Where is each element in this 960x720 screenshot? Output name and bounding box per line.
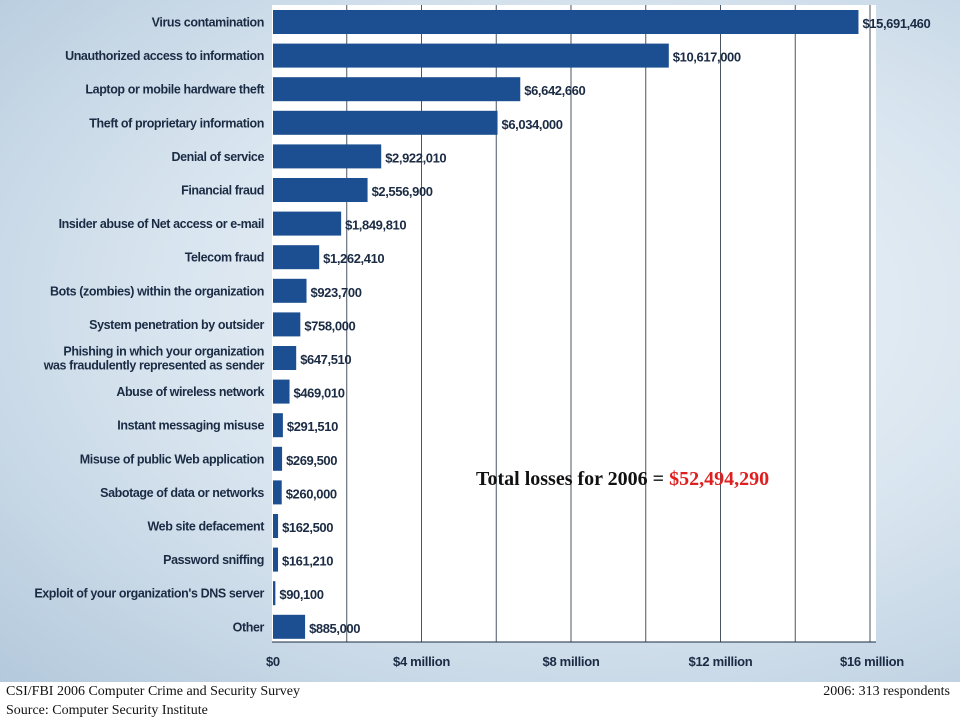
bar [273, 312, 301, 337]
category-label: Exploit of your organization's DNS serve… [34, 587, 264, 601]
category-label: System penetration by outsider [89, 318, 264, 332]
total-losses-annotation: Total losses for 2006 = $52,494,290 [476, 468, 769, 491]
value-label: $1,262,410 [323, 251, 384, 266]
category-label: Abuse of wireless network [116, 385, 264, 399]
value-label: $758,000 [304, 318, 355, 333]
bar [273, 245, 320, 270]
value-label: $260,000 [286, 486, 337, 501]
bar [273, 446, 283, 471]
value-label: $885,000 [309, 621, 360, 636]
total-losses-value: $52,494,290 [669, 468, 770, 490]
category-label: Telecom fraud [185, 251, 264, 265]
value-label: $1,849,810 [345, 218, 406, 233]
bar [273, 278, 307, 303]
category-label: Instant messaging misuse [117, 419, 264, 433]
total-losses-prefix: Total losses for 2006 = [476, 468, 670, 490]
value-label: $161,210 [282, 554, 333, 569]
bar [273, 77, 521, 102]
bar [273, 144, 382, 169]
x-tick-label: $12 million [689, 654, 753, 669]
bar [273, 581, 276, 606]
category-label: Laptop or mobile hardware theft [85, 83, 265, 97]
category-label: Sabotage of data or networks [100, 486, 264, 500]
value-label: $6,642,660 [524, 83, 585, 98]
x-tick-label: $8 million [543, 654, 600, 669]
value-label: $15,691,460 [862, 16, 930, 31]
bar [273, 346, 297, 370]
value-label: $647,510 [300, 352, 351, 367]
category-label: Web site defacement [147, 520, 265, 534]
respondents-count: 2006: 313 respondents [823, 684, 950, 699]
bar [273, 43, 669, 68]
category-label: Password sniffing [163, 553, 264, 567]
x-tick-label: $16 million [840, 654, 904, 669]
bar [273, 413, 283, 438]
value-label: $2,922,010 [385, 150, 446, 165]
value-label: $291,510 [287, 419, 338, 434]
value-label: $2,556,900 [372, 184, 433, 199]
value-label: $269,500 [286, 453, 337, 468]
bar-chart: Virus contamination $15,691,460 Unauthoriz… [34, 5, 931, 669]
survey-title: CSI/FBI 2006 Computer Crime and Security… [6, 684, 300, 699]
value-label: $90,100 [279, 587, 323, 602]
source-credit: Source: Computer Security Institute [6, 703, 208, 718]
category-label: Theft of proprietary information [89, 116, 264, 130]
value-label: $469,010 [294, 386, 345, 401]
value-label: $10,617,000 [673, 50, 741, 65]
bar [273, 10, 859, 34]
bar [273, 379, 290, 404]
category-label: Insider abuse of Net access or e-mail [59, 217, 264, 231]
bar [273, 110, 498, 135]
value-label: $6,034,000 [502, 117, 563, 132]
category-label: Virus contamination [152, 16, 264, 30]
category-label: Other [233, 620, 265, 634]
footer-source: CSI/FBI 2006 Computer Crime and Security… [6, 682, 300, 720]
x-tick-label: $0 [266, 654, 280, 669]
bar [273, 480, 282, 505]
x-tick-label: $4 million [393, 654, 450, 669]
bar [273, 547, 279, 572]
bar [273, 614, 306, 639]
category-label: Bots (zombies) within the organization [50, 284, 264, 298]
value-label: $923,700 [311, 285, 362, 300]
bar [273, 514, 279, 538]
category-label: Phishing in which your organization was f… [43, 345, 265, 373]
category-label: Misuse of public Web application [80, 452, 264, 466]
chart-panel: Virus contamination $15,691,460 Unauthoriz… [0, 0, 960, 682]
category-label: Financial fraud [181, 184, 264, 198]
category-label: Unauthorized access to information [65, 49, 264, 63]
bar [273, 211, 342, 236]
value-label: $162,500 [282, 520, 333, 535]
category-label: Denial of service [171, 150, 264, 164]
bar [273, 178, 368, 202]
